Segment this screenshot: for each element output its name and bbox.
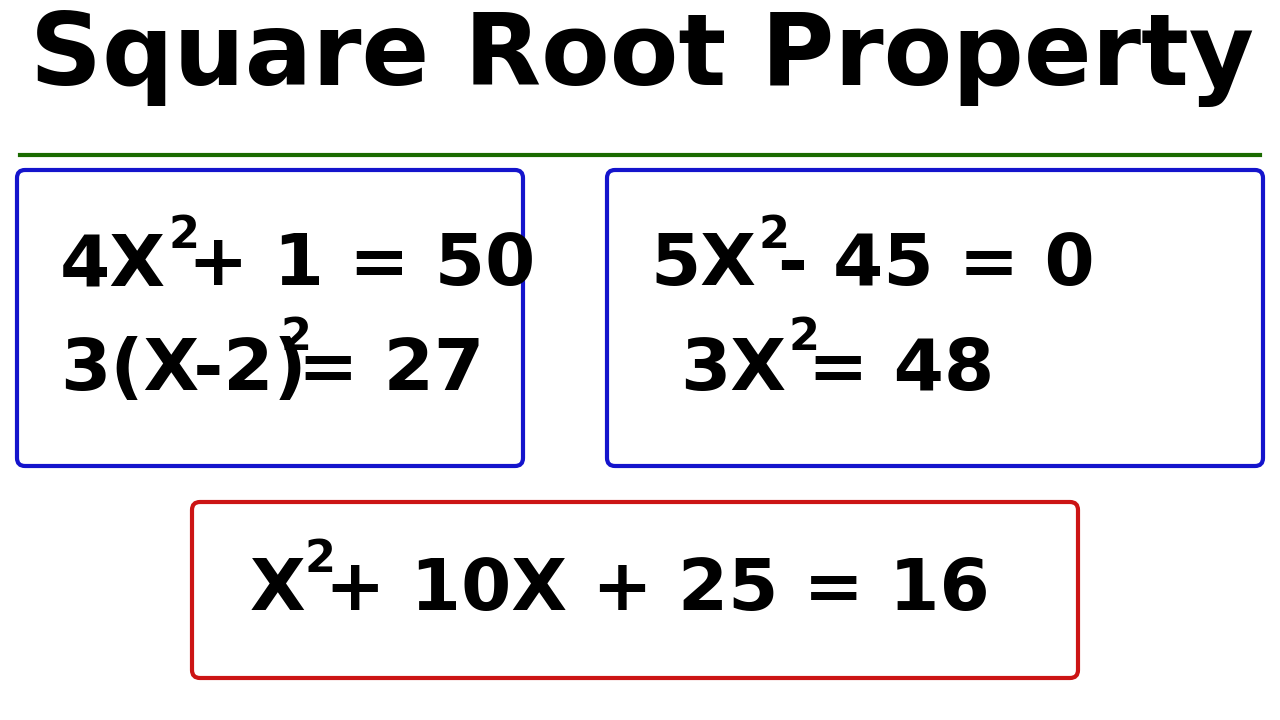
Text: X: X [250, 556, 306, 625]
FancyBboxPatch shape [17, 170, 524, 466]
Text: 2: 2 [280, 316, 311, 359]
Text: 3(X-2): 3(X-2) [60, 336, 307, 405]
Text: 5X: 5X [650, 231, 756, 300]
Text: + 1 = 50: + 1 = 50 [188, 231, 535, 300]
Text: = 48: = 48 [808, 336, 995, 405]
Text: 4X: 4X [60, 231, 166, 300]
Text: = 27: = 27 [298, 336, 484, 405]
Text: Square Root Property: Square Root Property [29, 10, 1254, 107]
Text: 2: 2 [758, 214, 788, 257]
Text: 2: 2 [788, 316, 819, 359]
FancyBboxPatch shape [607, 170, 1263, 466]
Text: 2: 2 [168, 214, 198, 257]
Text: + 10X + 25 = 16: + 10X + 25 = 16 [325, 556, 989, 625]
Text: 2: 2 [305, 538, 335, 581]
Text: 3X: 3X [680, 336, 786, 405]
Text: - 45 = 0: - 45 = 0 [778, 231, 1094, 300]
FancyBboxPatch shape [192, 502, 1078, 678]
